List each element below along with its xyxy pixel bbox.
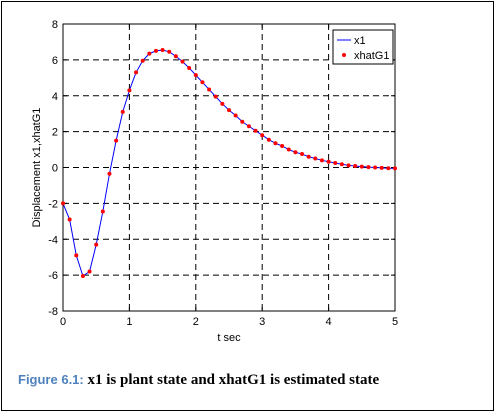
x-tick-label: 1: [126, 316, 132, 328]
data-point-xhatG1: [300, 152, 305, 157]
data-point-xhatG1: [173, 54, 178, 59]
y-tick-label: -6: [48, 270, 58, 282]
data-point-xhatG1: [187, 65, 192, 70]
legend-marker-xhatG1: [342, 53, 346, 57]
ticks: 0 1 2 3 4 5 -8 -6 -4 -2 0 2 4 6 8: [48, 19, 398, 328]
series-line-x1: [62, 49, 396, 277]
data-point-xhatG1: [167, 49, 172, 54]
data-point-xhatG1: [293, 150, 298, 155]
x-tick-label: 5: [392, 316, 398, 328]
data-point-xhatG1: [61, 201, 65, 206]
data-point-xhatG1: [286, 147, 291, 152]
data-point-xhatG1: [393, 166, 397, 171]
data-point-xhatG1: [67, 217, 72, 222]
data-point-xhatG1: [127, 88, 132, 93]
data-point-xhatG1: [246, 124, 251, 129]
x-tick-label: 0: [60, 316, 66, 328]
data-point-xhatG1: [313, 156, 318, 161]
data-point-xhatG1: [200, 80, 205, 85]
data-point-xhatG1: [120, 109, 125, 114]
data-point-xhatG1: [353, 164, 358, 169]
data-point-xhatG1: [326, 159, 331, 164]
data-point-xhatG1: [319, 158, 324, 163]
x-tick-label: 2: [193, 316, 199, 328]
y-tick-label: 0: [52, 163, 58, 175]
y-tick-label: -2: [48, 198, 58, 210]
data-point-xhatG1: [240, 119, 245, 124]
data-point-xhatG1: [114, 138, 119, 143]
data-point-xhatG1: [359, 164, 364, 169]
data-point-xhatG1: [280, 143, 285, 148]
y-tick-label: 2: [52, 127, 58, 139]
series-layer: [61, 48, 397, 279]
data-point-xhatG1: [260, 133, 265, 138]
data-point-xhatG1: [193, 73, 198, 78]
data-point-xhatG1: [74, 253, 79, 258]
data-point-xhatG1: [147, 51, 152, 56]
data-point-xhatG1: [227, 108, 231, 113]
data-point-xhatG1: [386, 166, 391, 171]
y-tick-label: 8: [52, 19, 58, 31]
data-point-xhatG1: [220, 101, 225, 106]
grid: [63, 24, 395, 311]
data-point-xhatG1: [339, 162, 344, 167]
data-point-xhatG1: [253, 128, 258, 133]
data-point-xhatG1: [107, 171, 112, 176]
data-point-xhatG1: [233, 113, 238, 118]
legend-box: [332, 29, 394, 65]
data-point-xhatG1: [366, 165, 371, 170]
data-point-xhatG1: [346, 163, 351, 168]
data-point-xhatG1: [207, 87, 212, 92]
data-point-xhatG1: [333, 161, 338, 166]
caption-label: Figure 6.1:: [18, 372, 84, 387]
data-point-xhatG1: [94, 242, 99, 247]
y-tick-label: -8: [48, 306, 58, 318]
data-point-xhatG1: [100, 209, 105, 214]
y-tick-label: -4: [48, 234, 58, 246]
data-point-xhatG1: [153, 48, 158, 53]
data-point-xhatG1: [273, 141, 278, 146]
data-point-xhatG1: [87, 269, 92, 274]
caption-text: x1 is plant state and xhatG1 is estimate…: [83, 372, 380, 388]
legend: x1 xhatG1: [332, 29, 394, 65]
chart-svg: 0 1 2 3 4 5 -8 -6 -4 -2 0 2 4 6 8 t sec Displacement x…: [31, 19, 398, 344]
y-axis-label: Displacement x1,xhatG1: [31, 108, 43, 228]
data-point-xhatG1: [213, 94, 218, 99]
data-point-xhatG1: [306, 154, 311, 159]
data-point-xhatG1: [379, 165, 384, 170]
data-point-xhatG1: [140, 58, 145, 63]
data-point-xhatG1: [266, 137, 271, 142]
data-point-xhatG1: [180, 59, 185, 64]
data-point-xhatG1: [80, 274, 85, 279]
data-point-xhatG1: [134, 70, 139, 75]
figure-caption: Figure 6.1: x1 is plant state and xhatG1…: [18, 371, 418, 389]
data-point-xhatG1: [160, 48, 165, 53]
x-axis-label: t sec: [217, 332, 241, 344]
x-tick-label: 3: [259, 316, 265, 328]
legend-label-xhatG1: xhatG1: [354, 50, 389, 62]
y-tick-label: 4: [52, 91, 58, 103]
legend-label-x1: x1: [354, 35, 366, 47]
x-tick-label: 4: [326, 316, 332, 328]
y-tick-label: 6: [52, 55, 58, 67]
data-point-xhatG1: [373, 165, 378, 170]
